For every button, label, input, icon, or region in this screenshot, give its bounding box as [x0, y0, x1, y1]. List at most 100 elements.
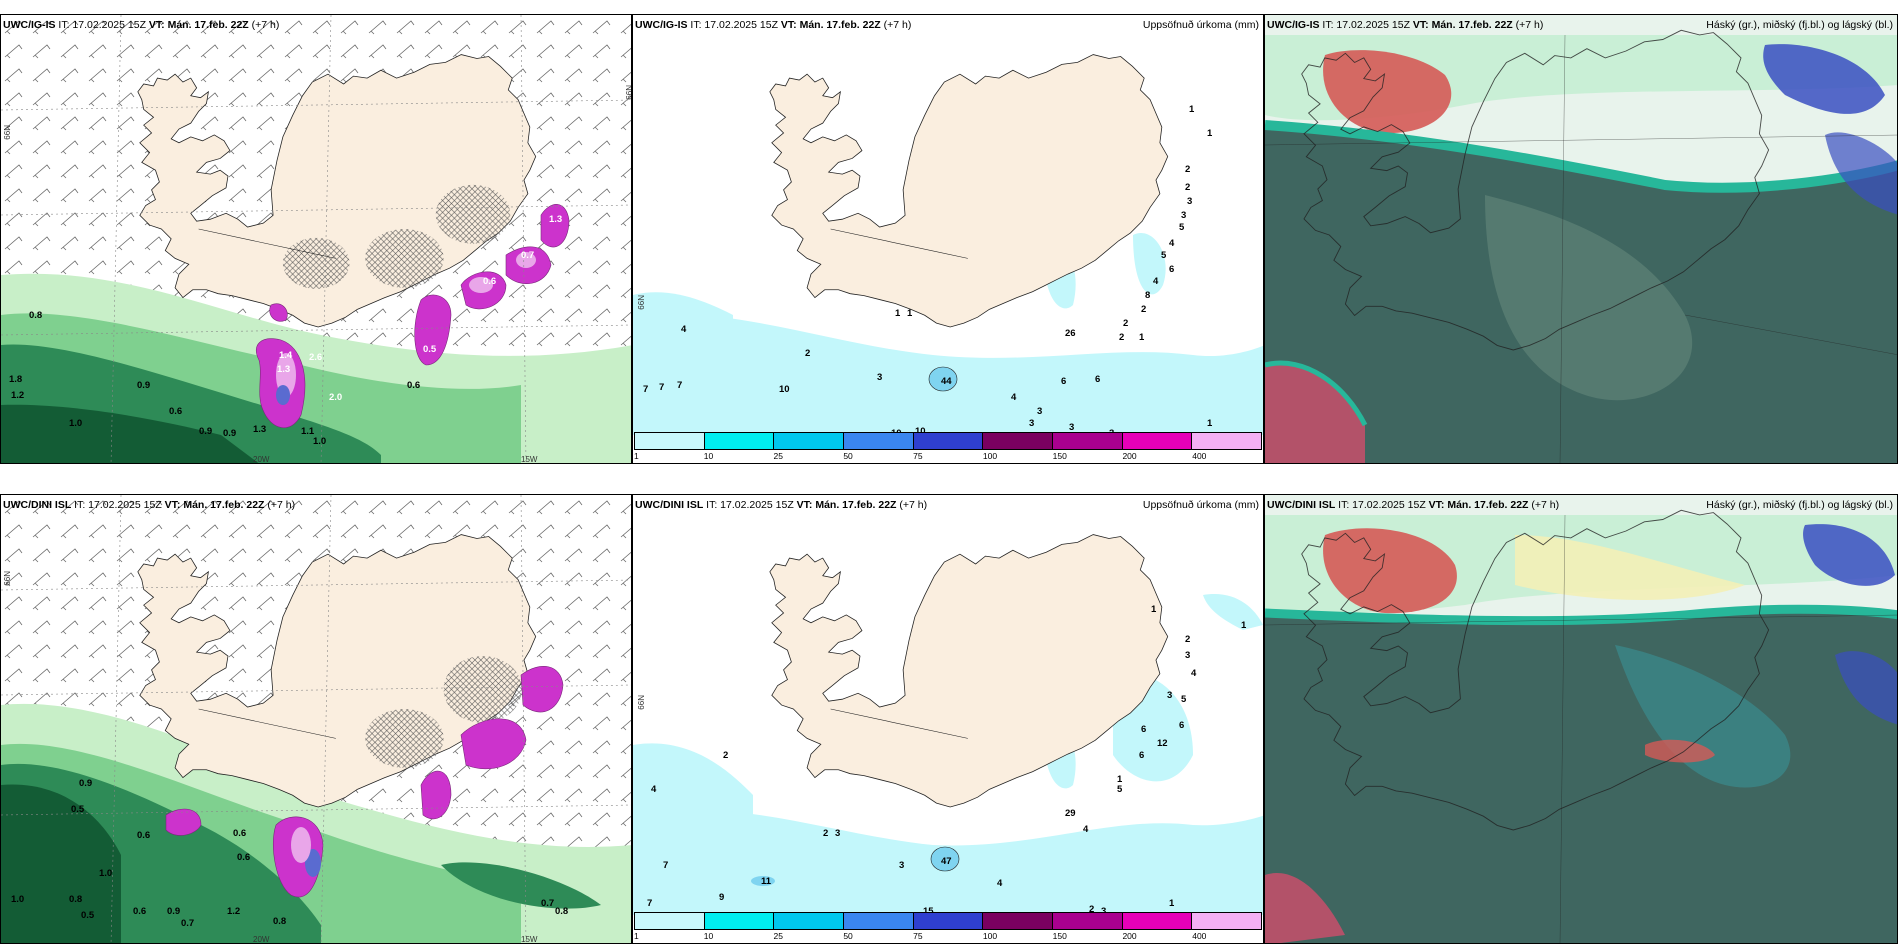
precip-colorbar: 1 10 25 50 75 100 150 200 400 [634, 912, 1262, 942]
precip-value: 3 [899, 860, 905, 871]
precip-value: 5 [1117, 784, 1123, 795]
precip-value: 26 [1065, 328, 1076, 339]
wind-value: 0.8 [273, 916, 287, 927]
precip-value: 3 [1101, 906, 1107, 917]
cloud-map-title-row1: UWC/IG-IS IT: 17.02.2025 15Z VT: Mán. 17… [1267, 19, 1543, 31]
lead-time: (+7 h) [267, 499, 296, 511]
wind-value: 0.6 [169, 406, 183, 417]
precip-colorbar: 1 10 25 50 75 100 150 200 400 [634, 432, 1262, 462]
wind-value: 1.2 [227, 906, 241, 917]
colorbar-label: 400 [1192, 451, 1207, 461]
lon-label: 20W [253, 455, 270, 464]
colorbar-label: 50 [843, 931, 853, 941]
init-time: IT: 17.02.2025 15Z [1322, 19, 1410, 31]
colorbar-swatch [1122, 433, 1193, 449]
precip-map-caption: Uppsöfnuð úrkoma (mm) [1142, 499, 1259, 511]
wind-value: 0.7 [541, 898, 555, 909]
init-time: IT: 17.02.2025 15Z [74, 499, 162, 511]
colorbar-swatch [1192, 433, 1262, 449]
cloud-map-caption: Háský (gr.), miðský (fj.bl.) og lágský (… [1706, 19, 1893, 31]
wind-value: 0.6 [483, 276, 497, 287]
valid-time: VT: Mán. 17.feb. 22Z [780, 19, 881, 31]
lon-label: 15W [521, 455, 538, 464]
colorbar-swatch [1192, 913, 1262, 929]
precip-value: 44 [941, 376, 952, 387]
wind-value: 0.6 [407, 380, 421, 391]
precip-value: 3 [1069, 422, 1075, 433]
valid-time: VT: Mán. 17.feb. 22Z [796, 499, 897, 511]
precip-value: 1 [907, 308, 913, 319]
precip-value: 5 [1181, 694, 1187, 705]
precip-map-title-row1: UWC/IG-IS IT: 17.02.2025 15Z VT: Mán. 17… [635, 19, 911, 31]
precip-value: 1 [1139, 332, 1145, 343]
precip-value: 6 [1095, 374, 1101, 385]
lead-time: (+7 h) [1531, 499, 1560, 511]
valid-time: VT: Mán. 17.feb. 22Z [1412, 19, 1513, 31]
precip-value: 4 [1153, 276, 1159, 287]
wind-value: 0.6 [233, 828, 247, 839]
wind-value: 1.0 [313, 436, 327, 447]
colorbar-label: 100 [982, 451, 998, 461]
model-name: UWC/DINI ISL [635, 499, 704, 511]
cloud-map-row1 [1265, 15, 1897, 463]
colorbar-swatch [704, 913, 775, 929]
cloud-map-panel-row1[interactable]: UWC/IG-IS IT: 17.02.2025 15Z VT: Mán. 17… [1264, 14, 1898, 464]
wind-map-row1 [1, 15, 631, 463]
wind-value: 0.8 [29, 310, 43, 321]
lat-label: 66N [637, 295, 646, 310]
precip-value: 8 [1145, 290, 1151, 301]
init-time: IT: 17.02.2025 15Z [58, 19, 146, 31]
precip-value: 2 [1089, 904, 1095, 915]
precip-value: 3 [1181, 210, 1187, 221]
precip-value: 2 [805, 348, 811, 359]
wind-value: 0.6 [237, 852, 251, 863]
wind-map-panel-row1[interactable]: UWC/IG-IS IT: 17.02.2025 15Z VT: Mán. 17… [0, 14, 632, 464]
precip-value: 7 [663, 860, 669, 871]
precip-value: 5 [1179, 222, 1185, 233]
precip-value: 4 [997, 878, 1003, 889]
precip-value: 1 [1169, 898, 1175, 909]
colorbar-swatch [1122, 913, 1193, 929]
precip-value: 4 [1011, 392, 1017, 403]
valid-time: VT: Mán. 17.feb. 22Z [164, 499, 265, 511]
precip-value: 47 [941, 856, 952, 867]
precip-value: 1 [1241, 620, 1247, 631]
precip-value: 7 [659, 382, 665, 393]
precip-value: 9 [719, 892, 725, 903]
wind-map-title-row1: UWC/IG-IS IT: 17.02.2025 15Z VT: Mán. 17… [3, 19, 279, 31]
colorbar-swatch [635, 913, 705, 929]
wind-value: 2.0 [329, 392, 343, 403]
colorbar-swatch [704, 433, 775, 449]
precip-value: 3 [877, 372, 883, 383]
valid-time: VT: Mán. 17.feb. 22Z [148, 19, 249, 31]
precip-value: 6 [1179, 720, 1185, 731]
cloud-map-panel-row2[interactable]: UWC/DINI ISL IT: 17.02.2025 15Z VT: Mán.… [1264, 494, 1898, 944]
lon-label: 15W [521, 935, 538, 944]
colorbar-label: 50 [843, 451, 853, 461]
precip-value: 12 [1157, 738, 1168, 749]
colorbar-label: 400 [1192, 931, 1207, 941]
wind-map-row2 [1, 495, 631, 943]
precip-map-caption: Uppsöfnuð úrkoma (mm) [1142, 19, 1259, 31]
precip-value: 10 [915, 426, 926, 437]
model-name: UWC/IG-IS [635, 19, 688, 31]
colorbar-swatch [1053, 913, 1123, 929]
precip-value: 3 [1187, 196, 1193, 207]
precip-value: 10 [779, 384, 790, 395]
precip-value: 4 [1083, 824, 1089, 835]
precip-map-panel-row1[interactable]: UWC/IG-IS IT: 17.02.2025 15Z VT: Mán. 17… [632, 14, 1264, 464]
precip-value: 4 [651, 784, 657, 795]
colorbar-label: 1 [634, 451, 639, 461]
colorbar-swatch [913, 913, 984, 929]
precip-value: 29 [1065, 808, 1076, 819]
wind-value: 0.7 [181, 918, 195, 929]
precip-map-panel-row2[interactable]: UWC/DINI ISL IT: 17.02.2025 15Z VT: Mán.… [632, 494, 1264, 944]
lead-time: (+7 h) [251, 19, 280, 31]
lat-label: 66N [3, 125, 12, 140]
precip-value: 6 [1141, 724, 1147, 735]
precip-value: 7 [643, 384, 649, 395]
wind-map-panel-row2[interactable]: UWC/DINI ISL IT: 17.02.2025 15Z VT: Mán.… [0, 494, 632, 944]
colorbar-swatch [635, 433, 705, 449]
cloud-map-caption: Háský (gr.), miðský (fj.bl.) og lágský (… [1706, 499, 1893, 511]
wind-map-title-row2: UWC/DINI ISL IT: 17.02.2025 15Z VT: Mán.… [3, 499, 295, 511]
